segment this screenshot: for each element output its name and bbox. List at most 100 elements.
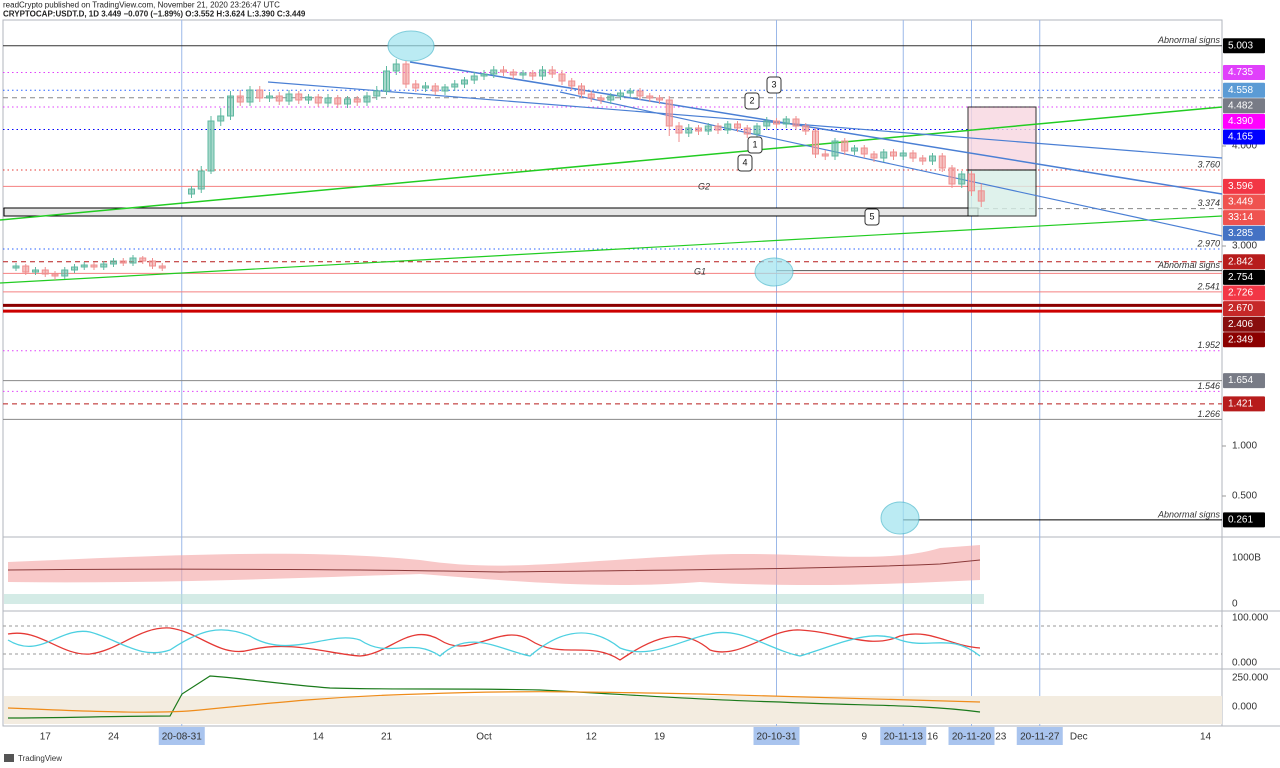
candle-fill: [295, 94, 302, 100]
callout-label: 3: [771, 79, 776, 89]
candle-fill: [500, 70, 507, 72]
date-label: 20-11-20: [952, 732, 992, 743]
candle-fill: [724, 124, 731, 130]
candle-fill: [744, 128, 751, 134]
x-tick-label: 14: [1200, 732, 1212, 743]
candle-fill: [598, 98, 604, 100]
candle-fill: [841, 141, 848, 151]
callout: [747, 136, 763, 154]
date-label-bg: [880, 727, 927, 745]
candle-fill: [559, 74, 565, 81]
candle-fill: [763, 121, 770, 126]
callout: [737, 154, 753, 172]
candle-fill: [305, 97, 312, 100]
candle-fill: [130, 258, 136, 263]
level-label: Abnormal signs: [1157, 260, 1221, 270]
candle-fill: [637, 91, 643, 96]
volume-band: [4, 594, 984, 604]
candle-fill: [646, 96, 653, 98]
callout: [744, 92, 760, 110]
pane-tick: 0.000: [1232, 658, 1257, 669]
date-label: 20-08-31: [162, 732, 202, 743]
volume-ribbon: [8, 545, 980, 586]
candle-fill: [71, 267, 78, 270]
x-tick-label: Oct: [476, 732, 492, 743]
candle-fill: [900, 153, 907, 156]
candle-fill: [442, 87, 448, 91]
range-box: [3, 207, 979, 217]
date-label: 20-11-27: [1020, 732, 1060, 743]
candle-fill: [656, 98, 663, 100]
candle-fill: [100, 264, 107, 267]
candle-fill: [81, 265, 88, 267]
date-label-bg: [1016, 727, 1063, 745]
candle-fill: [247, 90, 253, 102]
trendline: [0, 106, 1223, 221]
x-tick-label: Dec: [1070, 732, 1088, 743]
candle-fill: [715, 126, 721, 130]
price-tag: [1223, 396, 1265, 412]
price-tag-label: 1.421: [1228, 399, 1253, 410]
candle-fill: [919, 158, 926, 161]
trendline: [0, 215, 1223, 284]
candle-fill: [198, 171, 205, 189]
candle-fill: [871, 154, 877, 158]
candle-fill: [422, 86, 429, 88]
highlight-ellipse: [880, 501, 920, 535]
candle-fill: [705, 126, 712, 131]
date-label: 20-11-13: [884, 732, 924, 743]
candle-fill: [188, 189, 195, 194]
price-tag-label: 4.735: [1228, 67, 1253, 78]
price-tag-label: 3.449: [1228, 197, 1253, 208]
x-tick-label: 14: [313, 732, 325, 743]
price-tag: [1223, 178, 1265, 194]
price-tag-label: 4.165: [1228, 132, 1253, 143]
level-label: 3.374: [1197, 198, 1220, 208]
level-label: 1.266: [1197, 409, 1220, 419]
header-line2: CRYPTOCAP:USDT.D, 1D 3.449 −0.070 (−1.89…: [3, 10, 306, 19]
candle-fill: [227, 96, 234, 116]
candle-fill: [588, 94, 595, 98]
candle-fill: [354, 99, 361, 102]
candle-fill: [451, 84, 458, 87]
candle-fill: [52, 274, 58, 276]
candle-fill: [32, 270, 39, 272]
date-label-bg: [158, 727, 205, 745]
candle-fill: [13, 266, 19, 268]
price-tag: [1223, 38, 1265, 54]
level-label: 2.541: [1196, 281, 1220, 291]
price-tag-label: 4.558: [1228, 85, 1253, 96]
candle-fill: [490, 70, 497, 74]
price-tag: [1223, 301, 1265, 317]
level-label: 3.760: [1197, 159, 1220, 169]
highlight-ellipse: [387, 30, 435, 62]
indicator-line: [7, 675, 981, 719]
candle-fill: [471, 76, 478, 80]
candle-fill: [949, 168, 955, 184]
x-tick-label: 23: [995, 732, 1007, 743]
candle-fill: [549, 70, 556, 74]
candle-fill: [627, 91, 634, 93]
candle-fill: [373, 91, 380, 96]
price-tag-label: 33:14: [1228, 212, 1253, 223]
candle-fill: [334, 98, 341, 104]
candle-fill: [666, 100, 673, 126]
price-tag-label: 0.261: [1228, 515, 1253, 526]
pane-tick: 100.000: [1232, 613, 1269, 624]
candle-fill: [734, 124, 741, 128]
candle-fill: [393, 64, 400, 71]
y-tick-label: 0.500: [1232, 491, 1257, 502]
x-tick-label: 16: [927, 732, 939, 743]
y-tick-label: 3.000: [1232, 241, 1257, 252]
price-tag-label: 4.482: [1228, 100, 1253, 111]
price-tag: [1223, 113, 1265, 129]
price-tag-label: 1.654: [1228, 375, 1253, 386]
candle-fill: [529, 73, 536, 76]
date-label-bg: [753, 727, 800, 745]
price-tag: [1223, 194, 1265, 210]
candle-fill: [364, 96, 370, 102]
candle-fill: [812, 131, 819, 154]
trendline: [267, 81, 1223, 159]
footer-brand: TradingView: [18, 754, 62, 763]
